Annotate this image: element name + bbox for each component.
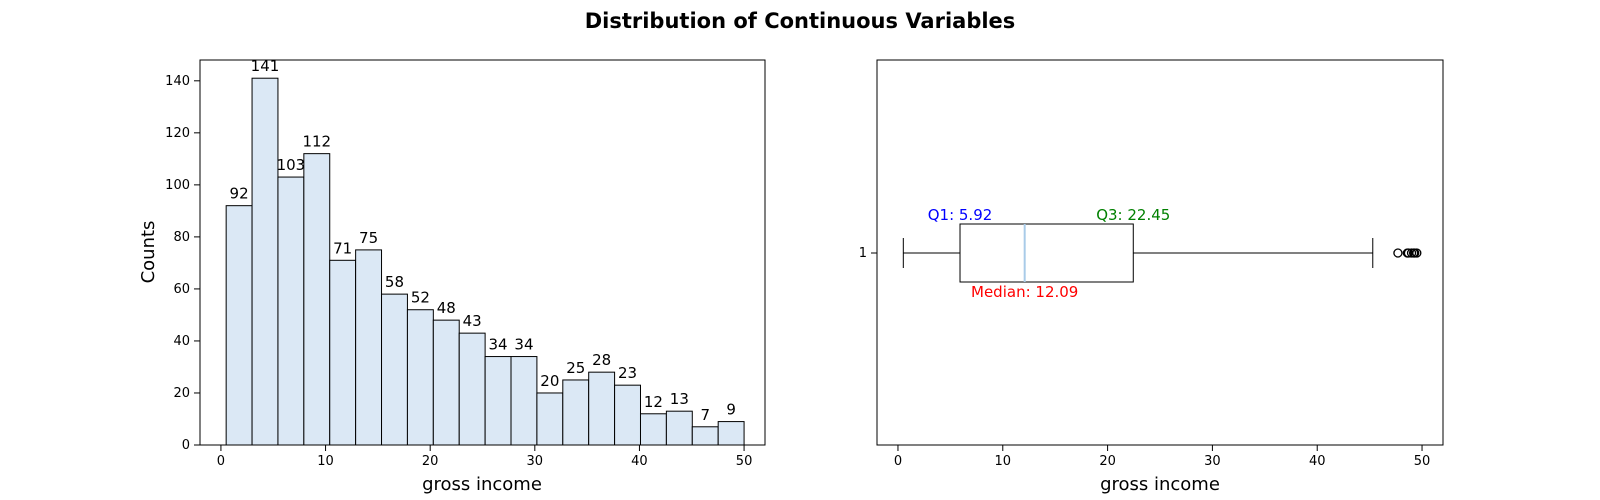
histogram-bar-label: 12 [644,393,663,411]
histogram-bar-label: 92 [230,185,249,203]
histogram-bar [510,356,538,446]
histogram-x-tick-label: 10 [317,454,334,469]
boxplot-q1-annotation: Q1: 5.92 [928,206,993,224]
histogram-bar-label: 7 [700,406,710,424]
histogram-bar [381,293,408,446]
histogram-bar-label: 34 [489,336,508,354]
histogram-bar [588,371,616,446]
histogram-bar [458,332,486,446]
boxplot-marks [902,223,1422,283]
boxplot-x-tick-label: 40 [1309,454,1326,469]
histogram-x-tick-label: 20 [422,454,439,469]
boxplot-y-tick-label: 1 [859,246,867,261]
histogram-bar-label: 20 [540,372,559,390]
histogram-y-tick-label: 120 [165,126,190,141]
histogram-x-tick-label: 40 [631,454,648,469]
boxplot-outlier [1393,248,1403,258]
histogram-bar [355,249,383,446]
boxplot-panel: 0 10 20 30 40 50 1 Q1: 5.92 Q3: 22.45 Median:… [859,59,1444,495]
histogram-bar-label: 9 [726,401,736,419]
histogram-bar-label: 25 [566,359,585,377]
histogram-frame [199,59,766,446]
histogram-bar [406,309,434,446]
histogram-bar-label: 23 [618,364,637,382]
boxplot-x-tick-label: 10 [995,454,1012,469]
boxplot-outlier [1412,248,1422,258]
histogram-bar-label: 141 [251,57,280,75]
histogram-bar-label: 52 [411,289,430,307]
histogram-bar [432,319,460,446]
histogram-y-tick-label: 20 [173,386,190,401]
histogram-y-tick-label: 40 [173,334,190,349]
histogram-bar-label: 13 [670,390,689,408]
histogram-y-tick-label: 0 [182,438,190,453]
histogram-x-tick-label: 50 [736,454,753,469]
boxplot-x-tick-label: 0 [894,454,902,469]
histogram-bars [225,77,745,446]
histogram-y-tick-label: 80 [173,230,190,245]
boxplot-y-tick: 1 [859,246,877,261]
histogram-bar-labels: 92 141 103 112 71 75 58 52 48 43 34 34 20 25 28 23 12 13 7… [230,57,736,424]
boxplot-q3-annotation: Q3: 22.45 [1096,206,1170,224]
histogram-panel: 92 141 103 112 71 75 58 52 48 43 34 34 20 25 28 23 12 13 7… [138,57,766,495]
histogram-bar [691,426,719,446]
histogram-bar [614,384,641,446]
histogram-bar [639,413,667,446]
histogram-y-tick-label: 140 [165,74,190,89]
histogram-bar [225,205,253,446]
histogram-bar-label: 34 [514,336,533,354]
histogram-bar [562,379,590,446]
histogram-bar-label: 28 [592,351,611,369]
histogram-bar [329,259,357,446]
histogram-bar [484,356,512,446]
histogram-bar [665,410,693,446]
histogram-bar-label: 103 [277,156,306,174]
histogram-bar [251,77,279,446]
histogram-x-tick-label: 0 [217,454,225,469]
histogram-bar [303,153,331,446]
histogram-bar [277,176,305,446]
histogram-x-tick-label: 30 [527,454,544,469]
boxplot-x-tick-label: 30 [1204,454,1221,469]
histogram-bar [717,421,745,446]
histogram-y-axis-label: Counts [138,221,159,284]
figure-title: Distribution of Continuous Variables [585,9,1016,33]
histogram-bar-label: 112 [302,133,331,151]
histogram-bar-label: 71 [333,239,352,257]
boxplot-x-tick-label: 50 [1414,454,1431,469]
histogram-bar-label: 75 [359,229,378,247]
boxplot-x-tick-label: 20 [1099,454,1116,469]
histogram-bar-label: 43 [463,312,482,330]
histogram-bar-label: 58 [385,273,404,291]
histogram-y-tick-label: 60 [173,282,190,297]
histogram-x-ticks: 0 10 20 30 40 50 [217,445,753,469]
histogram-bar [536,392,564,446]
boxplot-x-ticks: 0 10 20 30 40 50 [894,445,1430,469]
histogram-x-axis-label: gross income [422,474,542,495]
histogram-bar-label: 48 [437,299,456,317]
boxplot-box [959,223,1134,283]
boxplot-x-axis-label: gross income [1100,474,1220,495]
histogram-y-ticks: 0 20 40 60 80 100 120 140 [165,74,200,453]
histogram-y-tick-label: 100 [165,178,190,193]
boxplot-median-annotation: Median: 12.09 [971,283,1078,301]
